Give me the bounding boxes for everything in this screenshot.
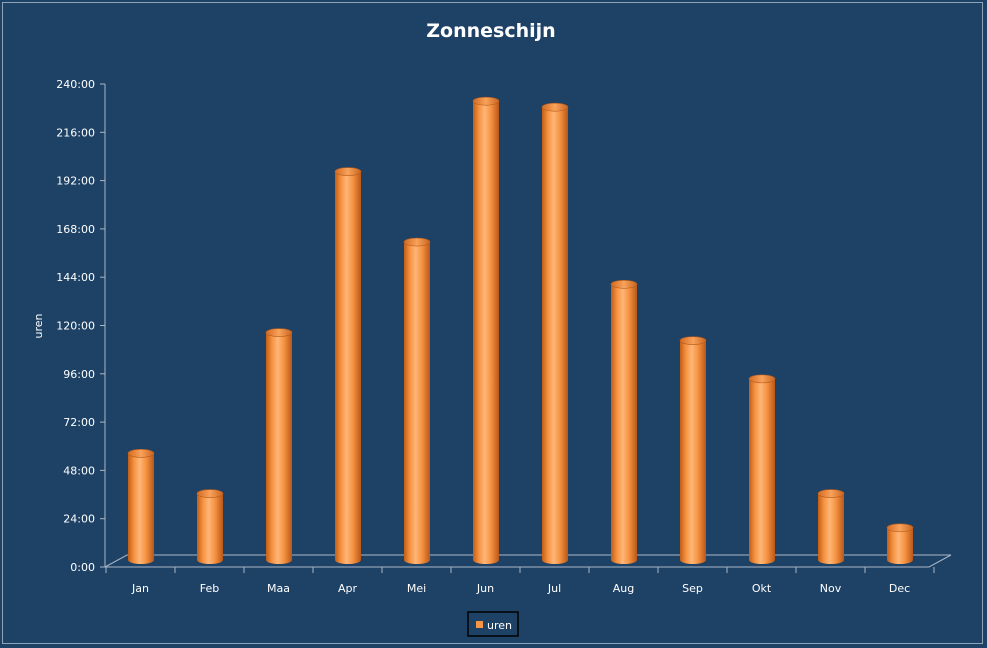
bar-top xyxy=(541,102,569,112)
bar-body xyxy=(404,242,430,564)
y-tick-label: 24:00 xyxy=(63,513,95,526)
bar xyxy=(679,336,707,564)
y-tick-label: 72:00 xyxy=(63,416,95,429)
bar xyxy=(127,449,155,564)
bar xyxy=(748,374,776,564)
y-tick-label: 144:00 xyxy=(56,271,95,284)
x-tick-label: Maa xyxy=(267,582,290,595)
bar-body xyxy=(128,453,154,564)
bar-top xyxy=(403,237,431,247)
y-tick-labels: 0:00 24:00 48:00 72:00 96:00 120:00 144:00 168:… xyxy=(56,78,95,574)
x-tick-label: Feb xyxy=(200,582,219,595)
bar-top xyxy=(196,489,224,498)
bar-body xyxy=(680,340,706,564)
bar xyxy=(196,489,224,564)
bar xyxy=(334,167,362,564)
y-tick-label: 192:00 xyxy=(56,175,95,188)
y-tick-label: 168:00 xyxy=(56,223,95,236)
y-tick-label: 120:00 xyxy=(56,320,95,333)
bars xyxy=(127,96,914,565)
bar-body xyxy=(542,107,568,564)
bar-body xyxy=(749,378,775,564)
legend-box xyxy=(467,611,519,637)
bar xyxy=(541,102,569,564)
x-tick-label: Jun xyxy=(476,582,494,595)
y-axis-label: uren xyxy=(32,313,45,338)
bar-body xyxy=(335,171,361,564)
bar-body xyxy=(887,527,913,564)
legend-label: uren xyxy=(487,619,512,632)
floor-outline xyxy=(104,554,952,568)
bar-top xyxy=(817,489,845,498)
bar-top xyxy=(679,336,707,345)
bar xyxy=(886,523,914,564)
chart-title: Zonneschijn xyxy=(426,20,555,42)
bar xyxy=(817,489,845,564)
bar-top xyxy=(748,374,776,384)
bar xyxy=(472,96,500,565)
bar-top xyxy=(334,167,362,176)
x-tick-label: Mei xyxy=(407,582,426,595)
bar xyxy=(403,237,431,564)
bar-body xyxy=(818,493,844,564)
x-tick-label: Jan xyxy=(131,582,149,595)
bar-body xyxy=(197,493,223,564)
y-tick-label: 216:00 xyxy=(56,126,95,139)
bar-top xyxy=(127,449,155,458)
bar xyxy=(265,328,293,564)
bar-body xyxy=(266,332,292,564)
bar-body xyxy=(473,101,499,565)
x-tick-label: Nov xyxy=(820,582,842,595)
x-tick-labels: Jan Feb Maa Apr Mei Jun Jul Aug Sep Okt Nov Dec xyxy=(131,582,910,595)
bar-top xyxy=(472,96,500,106)
axes xyxy=(100,83,952,573)
bar-top xyxy=(265,328,293,337)
x-tick-label: Okt xyxy=(752,582,772,595)
y-tick-label: 96:00 xyxy=(63,368,95,381)
legend-swatch xyxy=(476,621,483,628)
x-tick-label: Sep xyxy=(682,582,703,595)
y-tick-label: 240:00 xyxy=(56,78,95,91)
bar-body xyxy=(611,284,637,564)
y-tick-label: 48:00 xyxy=(63,464,95,477)
x-tick-label: Dec xyxy=(889,582,910,595)
x-tick-label: Aug xyxy=(613,582,634,595)
legend: uren xyxy=(467,611,519,637)
y-tick-label: 0:00 xyxy=(70,561,95,574)
bar xyxy=(610,279,638,564)
bar-top xyxy=(886,523,914,533)
x-tick-label: Apr xyxy=(338,582,358,595)
x-tick-label: Jul xyxy=(547,582,561,595)
bar-top xyxy=(610,279,638,289)
